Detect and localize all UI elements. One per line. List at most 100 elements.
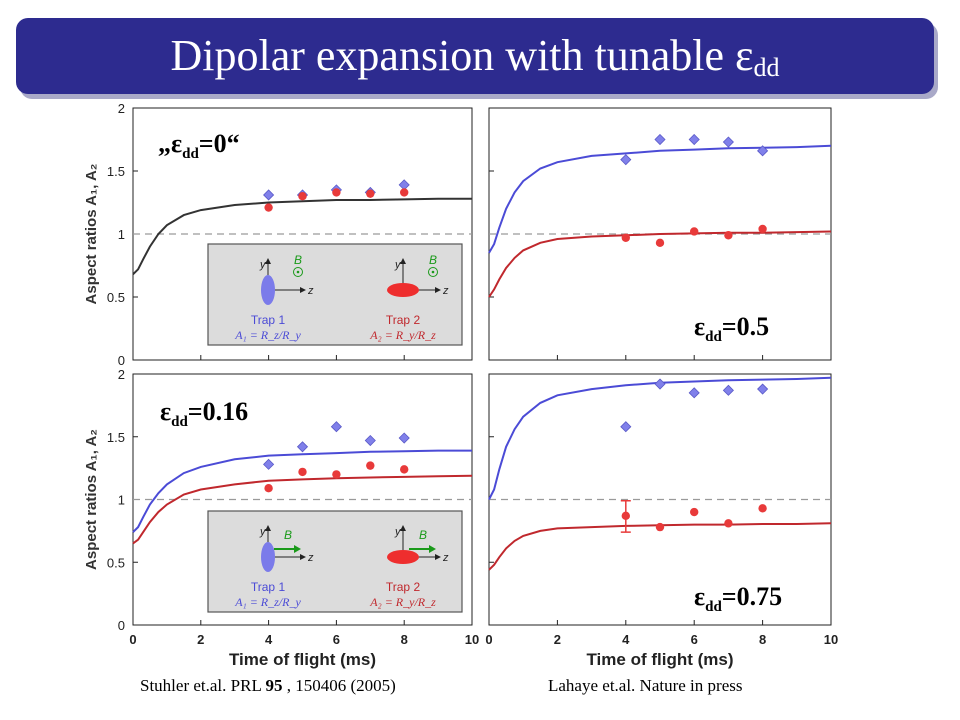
inset-trap-label: Trap 2 bbox=[386, 313, 421, 327]
inset-trap-label: Trap 1 bbox=[251, 580, 286, 594]
panel-bottom-right: 0 2 4 6 8 10 Time of flight (ms) εdd=0.75 bbox=[485, 373, 838, 669]
inset-y-label: y bbox=[394, 526, 402, 538]
data-point-diamond bbox=[654, 133, 666, 146]
magnetic-field-out-dot bbox=[431, 270, 435, 274]
y-tick-label: 0 bbox=[118, 618, 125, 633]
data-point-circle bbox=[298, 192, 307, 201]
data-point-circle bbox=[655, 522, 665, 532]
data-point-diamond bbox=[654, 378, 666, 390]
data-point-circle bbox=[758, 224, 767, 234]
y-tick-label: 2 bbox=[118, 101, 125, 116]
inset-trap-label: Trap 2 bbox=[386, 580, 421, 594]
x-tick-label: 6 bbox=[691, 632, 698, 647]
epsilon-label-suffix: =0“ bbox=[199, 129, 240, 158]
theory-curve bbox=[132, 197, 472, 276]
inset-z-arrowhead bbox=[300, 554, 306, 560]
x-tick-label: 8 bbox=[759, 632, 766, 647]
data-point-diamond bbox=[330, 421, 342, 433]
inset-z-arrowhead bbox=[300, 287, 306, 293]
magnetic-field-label: B bbox=[284, 528, 292, 542]
data-point-diamond bbox=[722, 136, 734, 148]
data-point-circle bbox=[690, 227, 699, 236]
data-point-circle bbox=[264, 484, 273, 493]
inset-y-arrowhead bbox=[400, 525, 406, 531]
x-tick-label: 8 bbox=[401, 632, 408, 647]
inset-box bbox=[207, 243, 463, 346]
data-point-circle bbox=[724, 519, 733, 528]
slide-title: Dipolar expansion with tunable εdd bbox=[16, 18, 934, 94]
epsilon-label-subscript: dd bbox=[705, 599, 722, 615]
data-point-circle bbox=[400, 465, 409, 474]
y-axis-label: Aspect ratios A₁, A₂ bbox=[83, 164, 100, 305]
data-point-diamond bbox=[398, 432, 410, 444]
panel-bottom-left: 0 0.5 1 1.5 2 0 2 4 6 8 10 Time of flight (ms) Aspec… bbox=[83, 367, 479, 669]
x-tick-label: 4 bbox=[622, 632, 630, 647]
y-tick-label: 0.5 bbox=[107, 555, 125, 570]
magnetic-field-label: B bbox=[419, 528, 427, 542]
data-point-circle bbox=[264, 203, 273, 212]
magnetic-field-arrowhead bbox=[429, 545, 436, 553]
epsilon-label-subscript: dd bbox=[171, 414, 188, 430]
inset-formula: A₁ = R_z/R_y bbox=[234, 328, 301, 342]
data-point-circle bbox=[332, 470, 341, 479]
magnetic-field-label: B bbox=[294, 253, 302, 267]
epsilon-label: „εdd=0“ bbox=[158, 129, 240, 162]
magnetic-field-arrowhead bbox=[294, 545, 301, 553]
y-tick-label: 1 bbox=[118, 493, 125, 508]
citation-stuhler-authors: Stuhler et.al. PRL bbox=[140, 676, 266, 695]
data-point-diamond bbox=[757, 383, 769, 395]
geometry-inset: y z B Trap 1A₁ = R_z/R_y y z B Trap 2A₂ = R_y/R… bbox=[207, 243, 463, 346]
theory-curve bbox=[132, 474, 473, 545]
inset-z-label: z bbox=[442, 552, 449, 564]
data-point-diamond bbox=[688, 387, 700, 399]
epsilon-label: εdd=0.5 bbox=[694, 312, 769, 345]
x-tick-label: 2 bbox=[197, 632, 204, 647]
data-point-circle bbox=[758, 504, 767, 513]
x-tick-label: 0 bbox=[485, 632, 492, 647]
y-tick-label: 0 bbox=[118, 353, 125, 368]
epsilon-label-prefix: ε bbox=[694, 312, 705, 341]
data-point-circle bbox=[298, 467, 307, 477]
citation-lahaye: Lahaye et.al. Nature in press bbox=[548, 676, 743, 695]
data-point-circle bbox=[621, 511, 630, 521]
data-point-diamond bbox=[722, 384, 734, 396]
theory-curve bbox=[132, 449, 472, 533]
data-point-diamond bbox=[296, 441, 309, 453]
inset-y-label: y bbox=[394, 259, 402, 271]
x-tick-label: 10 bbox=[824, 632, 838, 647]
epsilon-label-subscript: dd bbox=[182, 146, 199, 162]
data-point-circle bbox=[332, 188, 341, 197]
inset-y-label: y bbox=[259, 259, 267, 271]
data-point-circle bbox=[366, 461, 375, 470]
epsilon-label-prefix: „ε bbox=[158, 129, 182, 158]
epsilon-label-prefix: ε bbox=[694, 582, 705, 611]
data-point-circle bbox=[724, 231, 733, 240]
x-tick-label: 4 bbox=[265, 632, 273, 647]
inset-z-label: z bbox=[307, 552, 314, 564]
y-tick-label: 0.5 bbox=[107, 290, 125, 305]
slide-title-subscript: dd bbox=[753, 53, 780, 82]
y-tick-label: 1.5 bbox=[107, 430, 125, 445]
epsilon-label-prefix: ε bbox=[160, 397, 171, 426]
x-tick-label: 0 bbox=[129, 632, 136, 647]
theory-curve bbox=[488, 376, 832, 500]
inset-z-label: z bbox=[307, 285, 314, 297]
inset-formula: A₂ = R_y/R_z bbox=[369, 328, 436, 342]
data-point-diamond bbox=[688, 133, 700, 146]
x-tick-label: 10 bbox=[465, 632, 479, 647]
inset-formula: A₁ = R_z/R_y bbox=[234, 595, 301, 609]
y-tick-label: 1.5 bbox=[107, 164, 125, 179]
panel-top-right: εdd=0.5 bbox=[488, 107, 832, 361]
inset-y-arrowhead bbox=[265, 525, 271, 531]
data-point-diamond bbox=[263, 189, 275, 201]
inset-z-arrowhead bbox=[435, 287, 441, 293]
citation-stuhler-rest: , 150406 (2005) bbox=[282, 676, 396, 695]
data-point-diamond bbox=[263, 458, 275, 470]
magnetic-field-out-icon bbox=[293, 267, 303, 277]
slide-title-main: Dipolar expansion with tunable ε bbox=[170, 31, 754, 80]
y-axis-label: Aspect ratios A₁, A₂ bbox=[83, 429, 100, 570]
data-point-circle bbox=[366, 189, 375, 198]
title-bar: Dipolar expansion with tunable εdd bbox=[16, 18, 934, 94]
epsilon-label-subscript: dd bbox=[705, 329, 722, 345]
